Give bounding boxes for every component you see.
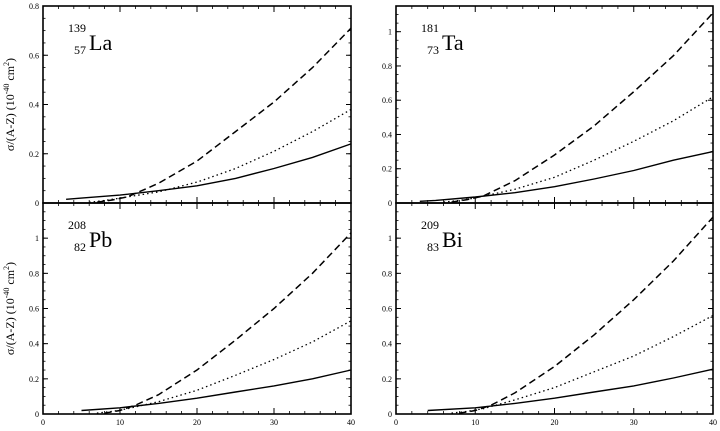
nucleus-symbol: Ta [442,30,464,55]
y-tick-label: 0.6 [382,305,392,314]
y-tick-label: 0 [35,199,39,208]
y-tick-label: 0.8 [29,269,39,278]
series-line-dashed [459,216,714,414]
nucleus-symbol: Bi [442,227,463,252]
y-tick-label: 0.8 [29,2,39,11]
y-tick-label: 0.2 [29,150,39,159]
series-line-dashed [96,27,352,204]
series-line-dotted [96,320,352,414]
nucleus-symbol: La [89,30,112,55]
y-tick-label: 0.4 [29,340,39,349]
series-line-dashed [451,12,714,203]
x-tick-label: 40 [709,418,717,427]
y-tick-label: 0.2 [382,375,392,384]
y-tick-label: 0.4 [382,130,392,139]
y-tick-label: 0 [388,199,392,208]
series-line-solid [419,150,714,202]
y-tick-label: 0.6 [382,96,392,105]
series-line-dotted [443,96,714,203]
y-tick-label: 1 [388,28,392,37]
x-tick-label: 30 [270,418,278,427]
x-tick-label: 40 [347,418,355,427]
nucleus-atomic-number: 73 [427,43,439,57]
x-tick-label: 10 [471,418,479,427]
chart-panel-ta: 0 0.2 0.4 0.6 0.8 1 181 73 Ta [382,5,714,208]
y-tick-label: 0.2 [382,165,392,174]
y-tick-label: 0.4 [29,101,39,110]
y-tick-label: 1 [388,234,392,243]
y-tick-label: 0 [35,410,39,419]
y-tick-label: 1 [35,234,39,243]
nucleus-mass-number: 208 [68,218,86,232]
chart-panel-la: 0 0.2 0.4 0.6 0.8 139 57 La σ/(A-Z) (10-40 cm2) [2,2,352,208]
nucleus-atomic-number: 83 [427,240,439,254]
x-tick-label: 30 [630,418,638,427]
x-tick-label: 10 [116,418,124,427]
y-axis-label: σ/(A-Z) (10-40 cm2) [2,58,17,151]
series-line-solid [81,369,352,412]
y-axis-label: σ/(A-Z) (10-40 cm2) [2,262,17,355]
y-tick-label: 0 [388,410,392,419]
y-tick-label: 0.6 [29,51,39,60]
nucleus-atomic-number: 82 [74,240,86,254]
y-tick-label: 0.6 [29,305,39,314]
y-tick-label: 0.4 [382,340,392,349]
nucleus-mass-number: 209 [421,218,439,232]
y-tick-label: 0.2 [29,375,39,384]
x-tick-label: 20 [551,418,559,427]
x-tick-label: 0 [41,418,45,427]
series-line-solid [66,143,352,200]
y-tick-label: 0.8 [382,269,392,278]
nucleus-symbol: Pb [89,227,112,252]
nucleus-mass-number: 181 [421,21,439,35]
series-line-dotted [451,314,714,414]
series-line-solid [427,368,714,412]
x-tick-label: 20 [193,418,201,427]
y-tick-label: 0.8 [382,62,392,71]
nucleus-mass-number: 139 [68,21,86,35]
series-line-dotted [89,108,352,203]
series-line-dashed [104,232,352,414]
nucleus-atomic-number: 57 [74,43,86,57]
x-tick-label: 0 [394,418,398,427]
